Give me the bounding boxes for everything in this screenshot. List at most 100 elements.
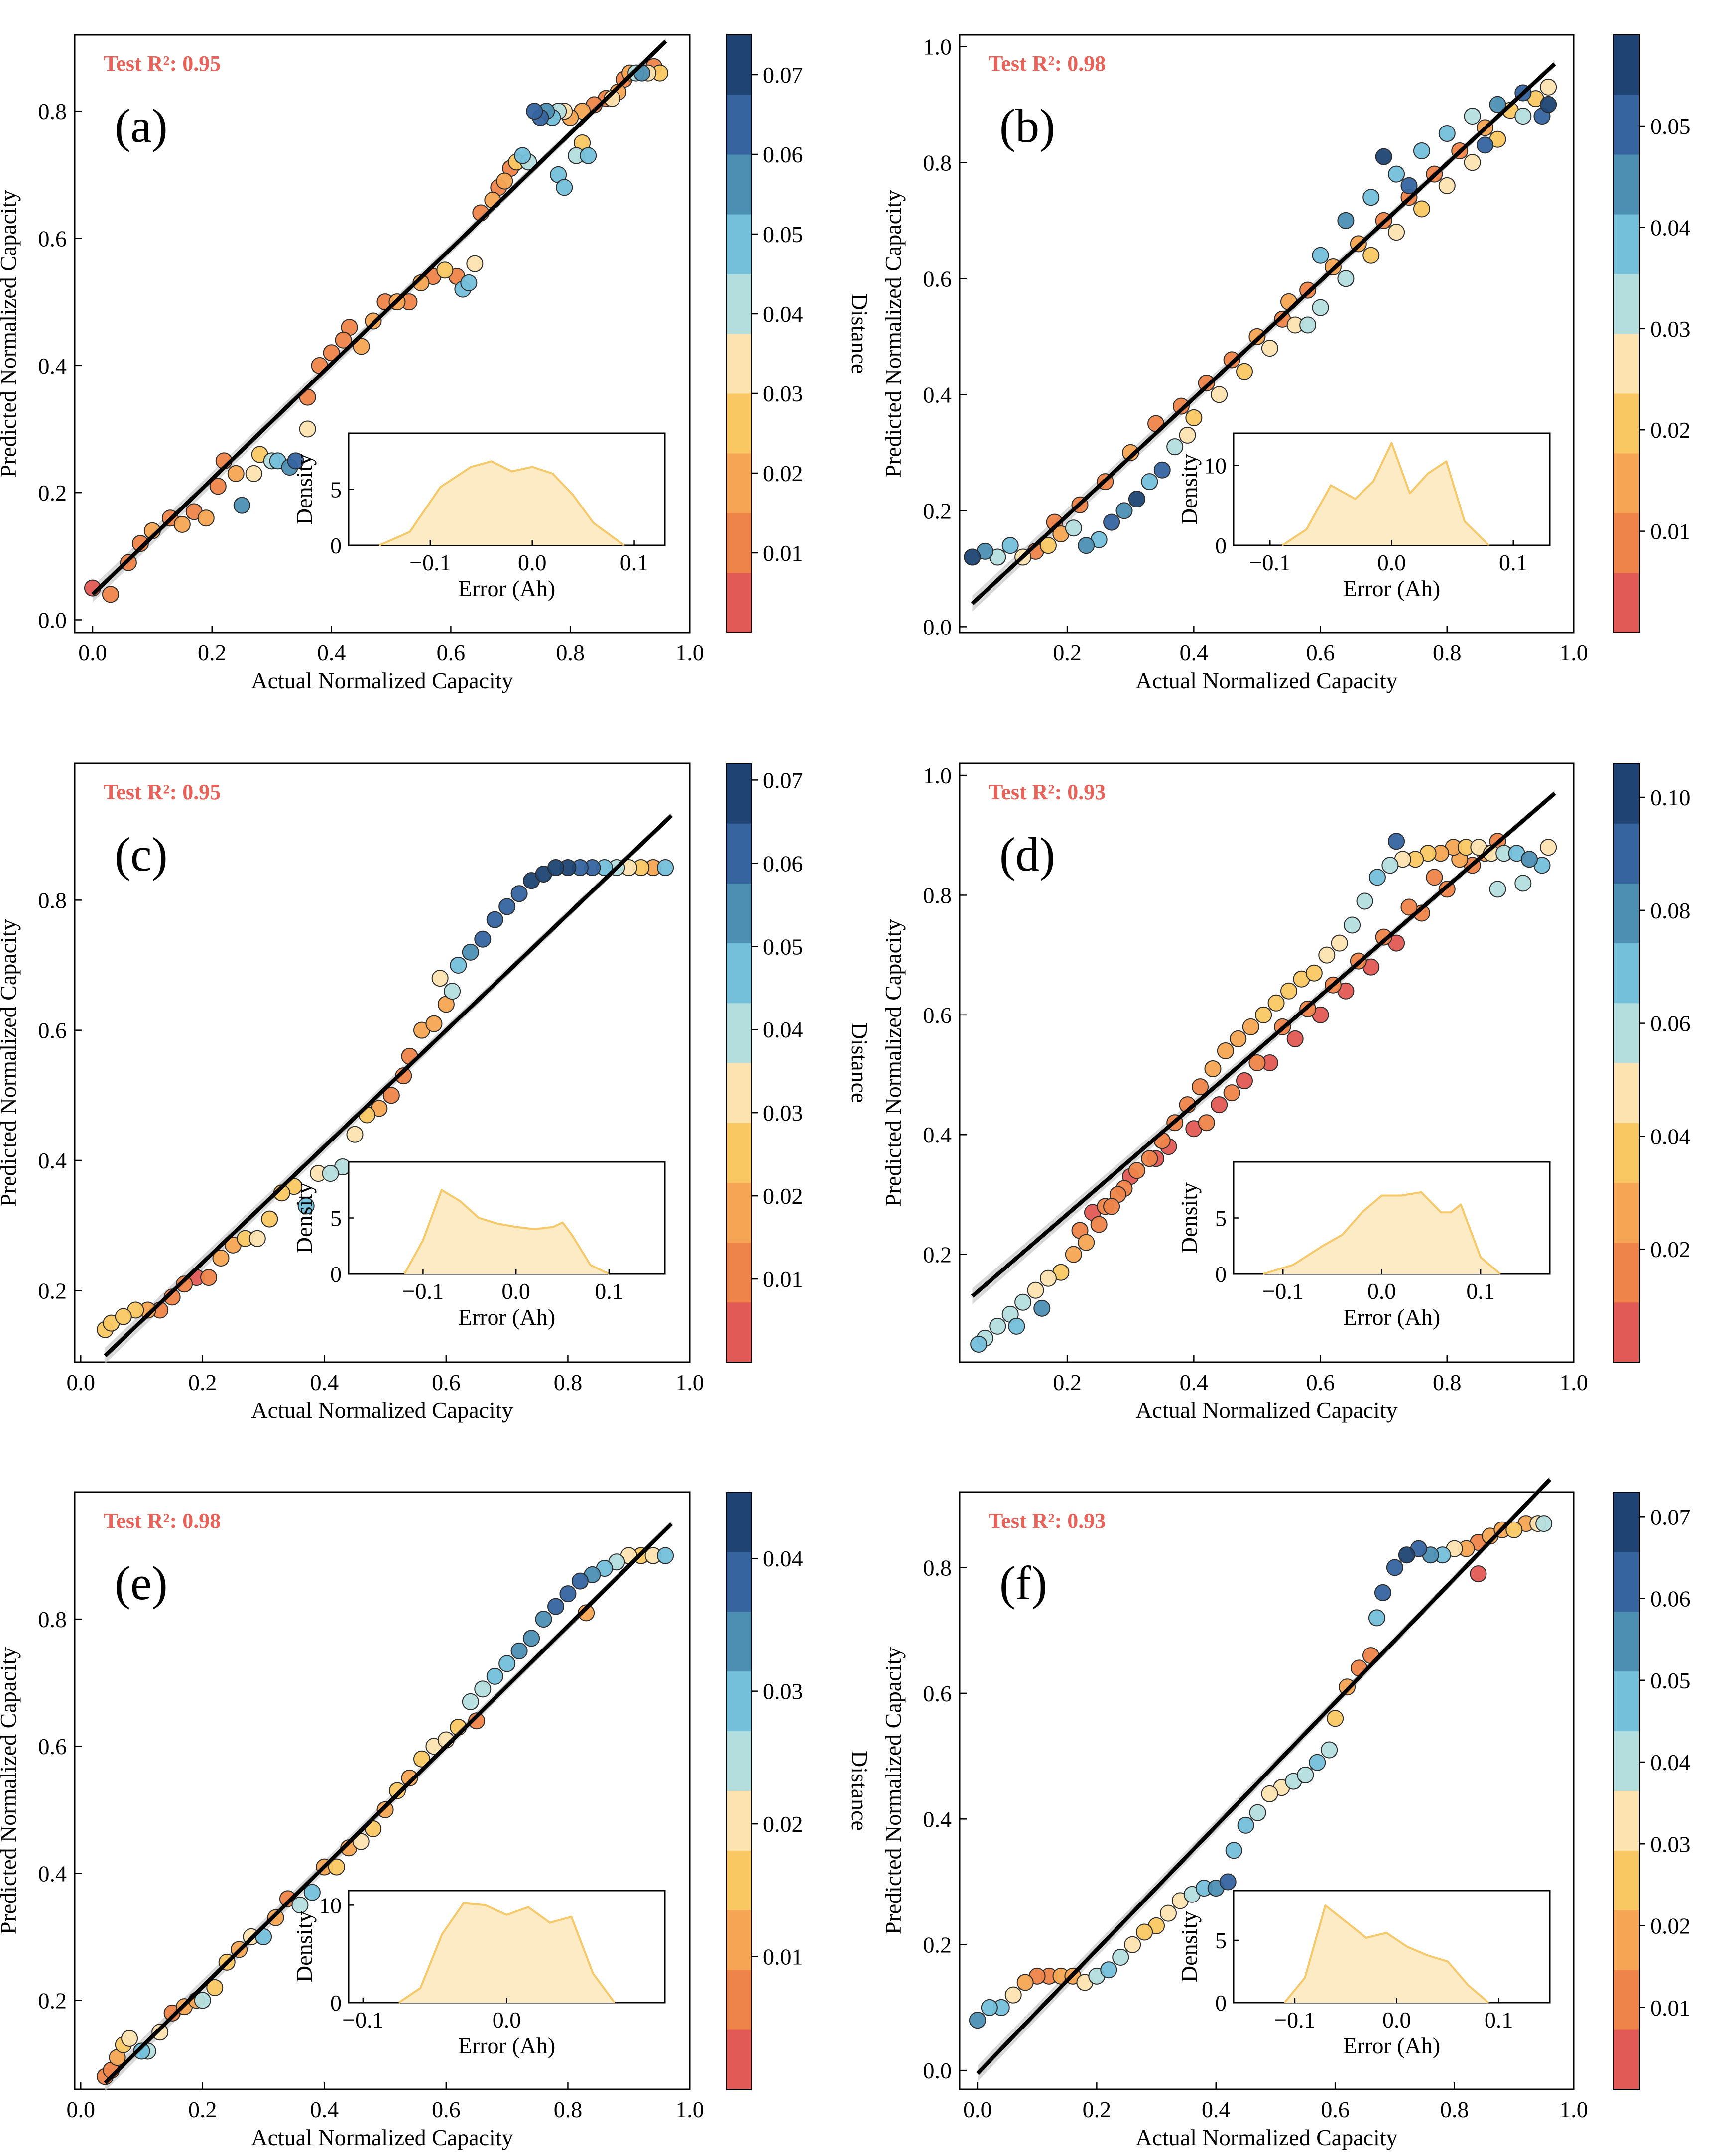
- colorbar-frame: [726, 34, 752, 633]
- x-tick-label: 0.8: [1433, 640, 1462, 665]
- inset-kde: −0.1 0.0 0.1 0 5 Error (Ah) Density: [1176, 1161, 1551, 1330]
- scatter-point: [233, 497, 250, 514]
- scatter-point: [353, 338, 370, 355]
- panel-label: (e): [115, 1556, 168, 1610]
- colorbar-tick-label: 0.02: [763, 1183, 803, 1209]
- scatter-point: [1312, 299, 1329, 316]
- y-tick-label: 0.4: [38, 1148, 67, 1173]
- x-tick-label: 0.4: [317, 640, 346, 665]
- colorbar-segment: [726, 1970, 752, 2030]
- inset-y-label: Density: [291, 454, 317, 525]
- scatter-point: [1236, 1072, 1253, 1090]
- colorbar-segment: [726, 2029, 752, 2090]
- colorbar-segment: [1613, 453, 1639, 513]
- scatter-point: [436, 261, 454, 279]
- scatter-point: [352, 1833, 370, 1850]
- y-tick-label: 0.6: [38, 1018, 67, 1043]
- panel-label: (c): [115, 828, 168, 881]
- colorbar-label: Distance: [847, 1023, 872, 1103]
- x-axis-label: Actual Normalized Capacity: [251, 2125, 513, 2150]
- panel-a: 0.0 0.2 0.4 0.6 0.8 1.0 0.0 0.2 0.4 0.6 0.8 Actual …: [0, 34, 872, 693]
- x-tick-label: 0.6: [437, 640, 466, 665]
- x-tick-label: 0.0: [66, 2097, 95, 2122]
- colorbar-tick-label: 0.05: [763, 934, 803, 959]
- scatter-point: [1388, 833, 1405, 850]
- r2-score: Test R²: 0.95: [104, 51, 221, 76]
- scatter-point: [1219, 1873, 1237, 1891]
- inset-y-tick-label: 5: [1215, 1206, 1227, 1231]
- colorbar-segment: [726, 1063, 752, 1123]
- scatter-point: [1540, 78, 1557, 96]
- inset-x-tick-label: 0.1: [595, 1278, 623, 1304]
- scatter-point: [964, 548, 981, 566]
- scatter-point: [496, 172, 513, 190]
- scatter-point: [1489, 96, 1506, 113]
- scatter-point: [1211, 1096, 1228, 1114]
- inset-x-tick-label: −0.1: [402, 1278, 444, 1304]
- colorbar-segment: [726, 823, 752, 884]
- scatter-point: [514, 147, 531, 164]
- colorbar-segment: [1613, 1242, 1639, 1303]
- scatter-point: [1297, 1766, 1314, 1783]
- scatter-point: [1179, 426, 1196, 444]
- scatter-point: [413, 1750, 430, 1768]
- colorbar-tick-label: 0.01: [763, 1944, 803, 1970]
- colorbar-segment: [1613, 1970, 1639, 2030]
- scatter-point: [981, 1999, 998, 2016]
- colorbar-tick-label: 0.02: [763, 461, 803, 486]
- colorbar-segment: [1613, 95, 1639, 155]
- inset-x-tick-label: 0.0: [501, 1278, 530, 1304]
- scatter-point: [498, 898, 516, 915]
- colorbar-tick-label: 0.01: [1650, 519, 1691, 544]
- inset-x-tick-label: −0.1: [1249, 550, 1291, 575]
- scatter-point: [1014, 1293, 1032, 1311]
- scatter-point: [425, 1015, 443, 1032]
- scatter-point: [131, 535, 149, 552]
- scatter-point: [248, 1230, 266, 1247]
- scatter-point: [1438, 125, 1456, 142]
- colorbar-tick-label: 0.02: [1650, 417, 1691, 443]
- colorbar-tick-label: 0.05: [1650, 1668, 1691, 1693]
- scatter-point: [1225, 1842, 1242, 1859]
- colorbar-segment: [1613, 1492, 1639, 1552]
- x-tick-label: 0.2: [198, 640, 227, 665]
- regression-line: [971, 792, 1556, 1298]
- scatter-point: [1321, 1741, 1338, 1759]
- panel-label: (b): [999, 99, 1055, 152]
- inset-kde: −0.1 0.0 0.1 0 5 Error (Ah) Density: [291, 432, 666, 601]
- scatter-point: [1413, 142, 1430, 160]
- scatter-point: [444, 983, 461, 1000]
- scatter-point: [267, 1909, 284, 1926]
- scatter-point: [1374, 1584, 1391, 1601]
- colorbar-frame: [1613, 1492, 1640, 2090]
- r2-score: Test R²: 0.93: [989, 1509, 1106, 1533]
- colorbar-tick-label: 0.06: [763, 142, 803, 167]
- scatter-point: [1122, 444, 1139, 461]
- scatter-point: [176, 1275, 193, 1293]
- colorbar-tick-label: 0.04: [1650, 215, 1691, 240]
- scatter-point: [1008, 1317, 1025, 1335]
- colorbar-segment: [1613, 883, 1639, 944]
- scatter-point: [559, 1585, 577, 1603]
- inset-y-tick-label: 10: [1204, 453, 1227, 478]
- y-tick-label: 0.8: [923, 883, 952, 908]
- scatter-point: [510, 885, 528, 902]
- colorbar-tick-label: 0.01: [763, 1267, 803, 1292]
- inset-x-tick-label: 0.1: [1466, 1278, 1495, 1304]
- colorbar-segment: [1613, 393, 1639, 454]
- colorbar-tick-label: 0.03: [763, 1679, 803, 1704]
- r2-score: Test R²: 0.95: [104, 780, 221, 804]
- inset-y-tick-label: 10: [319, 1893, 342, 1918]
- scatter-point: [1261, 340, 1278, 357]
- colorbar-segment: [1613, 154, 1639, 215]
- scatter-point: [1331, 934, 1348, 952]
- inset-y-tick-label: 5: [330, 1206, 342, 1231]
- colorbar-segment: [726, 1242, 752, 1303]
- scatter-point: [197, 509, 215, 527]
- x-tick-label: 0.4: [1180, 640, 1209, 665]
- scatter-point: [287, 452, 304, 470]
- colorbar-segment: [726, 1302, 752, 1363]
- colorbar-segment: [1613, 823, 1639, 884]
- scatter-point: [580, 147, 597, 164]
- colorbar-segment: [1613, 943, 1639, 1004]
